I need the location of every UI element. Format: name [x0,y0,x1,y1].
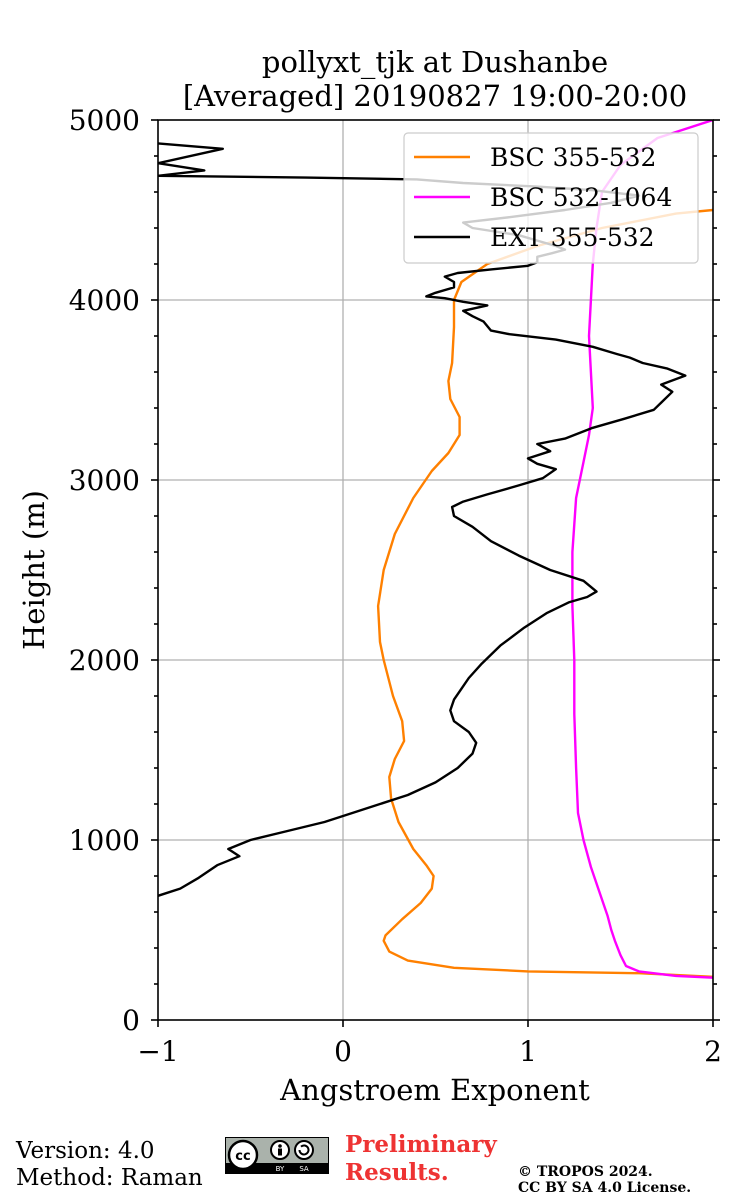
svg-text:SA: SA [299,1165,309,1173]
axis-ticks [151,119,720,1027]
x-tick-label: −1 [137,1035,178,1068]
y-tick-labels: 0 1000 2000 3000 4000 5000 [69,104,140,1037]
x-tick-label: 1 [519,1035,537,1068]
y-tick-label: 2000 [69,644,140,677]
x-tick-label: 0 [334,1035,352,1068]
version-info: Version: 4.0 Method: Raman [16,1138,203,1192]
preliminary-line-1: Preliminary [345,1131,497,1158]
y-axis-label: Height (m) [17,490,51,650]
x-tick-label: 2 [704,1035,722,1068]
x-tick-labels: −1 0 1 2 [137,1035,722,1068]
y-tick-label: 3000 [69,464,140,497]
y-tick-label: 5000 [69,104,140,137]
y-tick-label: 1000 [69,824,140,857]
legend-label: BSC 532-1064 [490,183,672,212]
sa-icon [294,1140,314,1160]
preliminary-notice: Preliminary Results. [345,1131,497,1187]
copyright-line-2: CC BY SA 4.0 License. [518,1180,692,1196]
y-tick-label: 0 [122,1004,140,1037]
cc-icon: cc [235,1149,250,1164]
chart-title-line-1: pollyxt_tjk at Dushanbe [262,45,608,80]
copyright-line-1: © TROPOS 2024. [518,1164,653,1180]
x-axis-label: Angstroem Exponent [279,1073,590,1107]
preliminary-line-2: Results. [345,1159,449,1186]
svg-text:BY: BY [276,1165,285,1173]
chart-title-line-2: [Averaged] 20190827 19:00-20:00 [183,79,687,113]
cc-by-sa-logo: cc BY SA [225,1137,329,1174]
version-label: Version: 4.0 [16,1138,155,1164]
series-line-bsc-355-532 [376,208,713,978]
legend-box [403,132,699,264]
plot-frame [157,119,714,1021]
legend-label: EXT 355-532 [490,223,655,252]
legend-label: BSC 355-532 [490,143,656,172]
method-label: Method: Raman [16,1165,203,1191]
legend: BSC 355-532 BSC 532-1064 EXT 355-532 [403,132,699,264]
copyright-notice: © TROPOS 2024. CC BY SA 4.0 License. [518,1164,691,1196]
y-tick-label: 4000 [69,284,140,317]
